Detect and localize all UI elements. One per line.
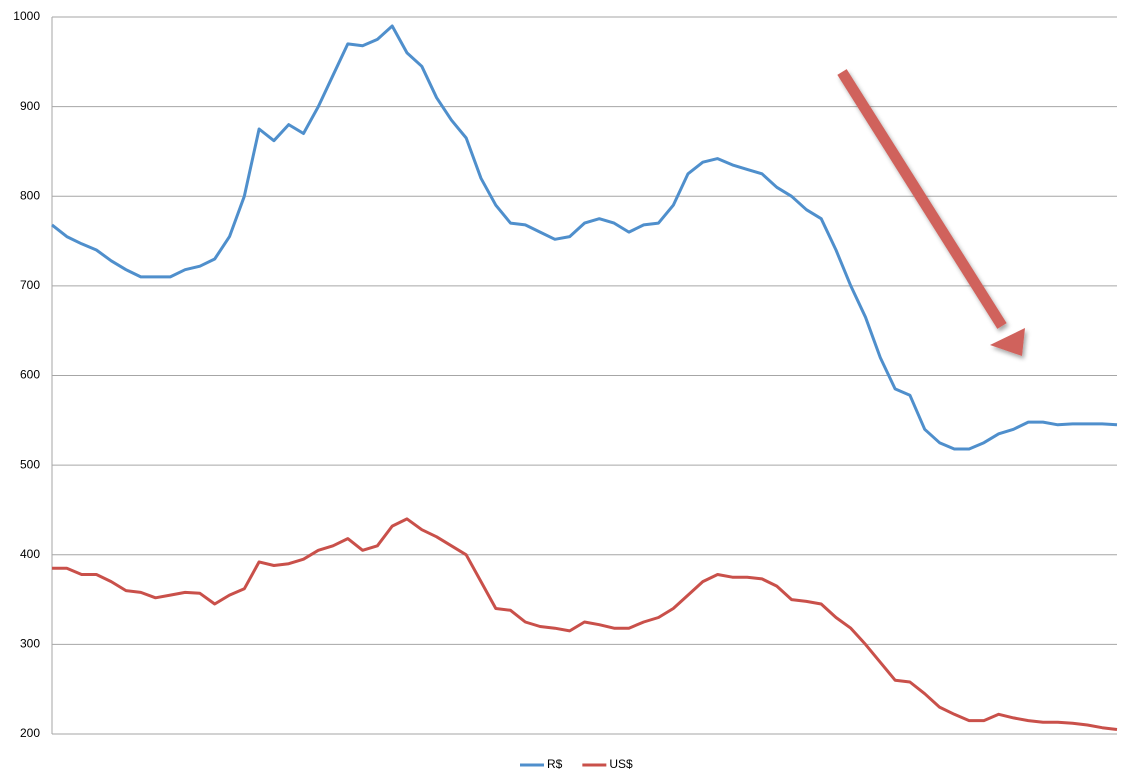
arrow-head (990, 328, 1025, 356)
y-tick-label: 300 (20, 637, 40, 651)
legend-label: US$ (609, 757, 633, 771)
y-tick-label: 500 (20, 457, 40, 471)
line-series (52, 517, 1118, 731)
y-tick-label: 200 (20, 726, 40, 740)
y-tick-label: 400 (20, 547, 40, 561)
line-series (51, 24, 1118, 451)
arrow-shaft (837, 69, 1007, 329)
y-tick-label: 600 (20, 368, 40, 382)
arrow (837, 69, 1025, 356)
y-tick-label: 900 (20, 99, 40, 113)
legend-label: R$ (547, 757, 563, 771)
y-tick-label: 1000 (13, 9, 40, 23)
y-tick-label: 800 (20, 188, 40, 202)
grid (51, 16, 1117, 735)
y-tick-label: 700 (20, 278, 40, 292)
plot (51, 24, 1118, 731)
